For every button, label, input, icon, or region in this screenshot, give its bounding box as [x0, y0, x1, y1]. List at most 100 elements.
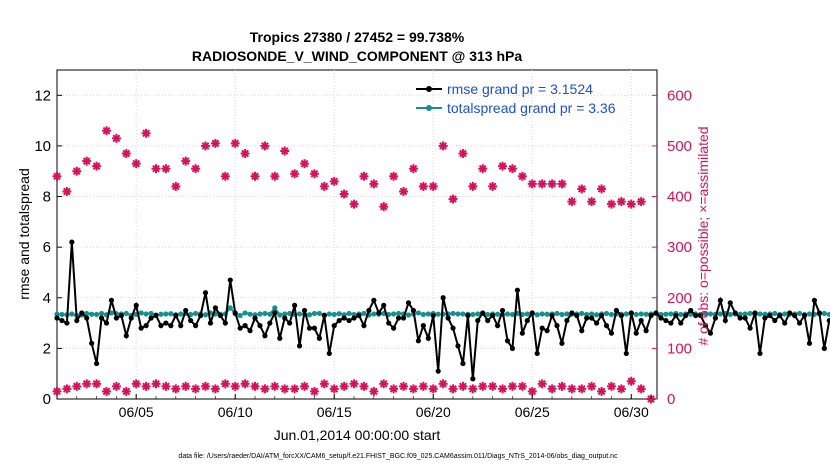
- obs-possible-marker: [290, 169, 300, 179]
- rmse-point: [69, 239, 75, 245]
- rmse-point: [277, 335, 283, 341]
- rmse-point: [435, 368, 441, 374]
- rmse-point: [638, 317, 644, 324]
- y2-tick-label: 100: [667, 340, 692, 357]
- totalspread-point: [589, 311, 595, 317]
- obs-assimilated-marker: [517, 381, 527, 391]
- rmse-point: [559, 340, 565, 346]
- rmse-point: [287, 320, 293, 326]
- obs-possible-marker: [171, 181, 181, 191]
- totalspread-point: [391, 311, 397, 317]
- totalspread-point: [796, 310, 803, 317]
- rmse-point: [534, 350, 540, 357]
- rmse-point: [574, 312, 580, 319]
- totalspread-point: [123, 310, 129, 317]
- rmse-point: [549, 312, 555, 319]
- totalspread-point: [84, 310, 90, 317]
- totalspread-point: [747, 310, 753, 317]
- rmse-point: [391, 325, 397, 331]
- obs-assimilated-marker: [399, 381, 409, 391]
- rmse-point: [668, 320, 674, 326]
- obs-possible-marker: [587, 197, 597, 207]
- rmse-point: [529, 310, 535, 316]
- rmse-point: [816, 310, 822, 316]
- y-tick-label: 10: [34, 138, 51, 155]
- totalspread-point: [346, 310, 352, 317]
- obs-possible-marker: [408, 164, 418, 174]
- totalspread-point: [435, 311, 441, 317]
- rmse-point: [579, 328, 585, 334]
- rmse-point: [712, 315, 719, 321]
- obs-assimilated-marker: [82, 379, 92, 389]
- totalspread-point: [361, 310, 367, 317]
- rmse-point: [212, 305, 219, 311]
- rmse-point: [207, 320, 214, 326]
- totalspread-point: [504, 311, 511, 317]
- rmse-point: [603, 323, 610, 329]
- rmse-point: [415, 338, 421, 344]
- rmse-point: [188, 317, 194, 324]
- obs-assimilated-marker: [131, 379, 141, 389]
- obs-assimilated-marker: [547, 384, 557, 394]
- obs-possible-marker: [577, 184, 587, 194]
- rmse-point: [400, 315, 407, 321]
- obs-possible-marker: [488, 181, 498, 191]
- obs-assimilated-marker: [557, 381, 567, 391]
- rmse-point: [727, 300, 733, 306]
- totalspread-point: [742, 311, 748, 317]
- grid-lines: [57, 70, 657, 399]
- obs-possible-marker: [517, 171, 527, 181]
- obs-assimilated-marker: [171, 384, 181, 394]
- rmse-point: [767, 312, 773, 319]
- rmse-point: [296, 343, 303, 349]
- rmse-point: [262, 333, 268, 339]
- rmse-point: [693, 312, 699, 319]
- obs-assimilated-marker: [349, 379, 359, 389]
- obs-possible-marker: [102, 126, 112, 136]
- rmse-point: [74, 317, 80, 324]
- obs-possible-marker: [418, 181, 428, 191]
- rmse-point: [445, 315, 451, 321]
- rmse-point: [143, 323, 149, 329]
- rmse-point: [193, 323, 199, 329]
- rmse-point: [356, 312, 362, 319]
- rmse-point: [202, 290, 209, 296]
- obs-assimilated-marker: [418, 381, 428, 391]
- obs-assimilated-marker: [359, 381, 369, 391]
- totalspread-point: [806, 311, 813, 317]
- rmse-point: [688, 307, 694, 314]
- rmse-point: [301, 307, 308, 314]
- obs-assimilated-marker: [151, 379, 161, 389]
- rmse-point: [777, 312, 783, 319]
- totalspread-point: [296, 311, 303, 317]
- rmse-point: [376, 310, 382, 316]
- rmse-point: [697, 312, 704, 319]
- rmse-point: [648, 312, 654, 319]
- obs-assimilated-marker: [369, 386, 379, 396]
- x-tick-label: 06/05: [119, 404, 154, 420]
- obs-possible-marker: [547, 179, 557, 189]
- totalspread-point: [425, 311, 431, 317]
- rmse-point: [351, 315, 357, 321]
- obs-assimilated-marker: [220, 379, 230, 389]
- obs-possible-marker: [458, 149, 468, 159]
- obs-assimilated-marker: [230, 381, 240, 391]
- totalspread-point: [539, 311, 545, 317]
- rmse-point: [519, 330, 525, 336]
- totalspread-point: [395, 310, 402, 317]
- rmse-series: [54, 239, 830, 382]
- rmse-point: [747, 325, 753, 331]
- rmse-point: [485, 317, 491, 324]
- y2-tick-label: 200: [667, 290, 692, 307]
- rmse-point: [232, 310, 238, 316]
- rmse-point: [732, 310, 738, 316]
- totalspread-point: [594, 312, 600, 318]
- obs-possible-marker: [478, 164, 488, 174]
- obs-assimilated-marker: [507, 381, 517, 391]
- rmse-point: [806, 340, 813, 346]
- rmse-point: [826, 317, 830, 324]
- rmse-point: [757, 350, 763, 357]
- obs-assimilated-marker: [606, 381, 616, 391]
- obs-possible-marker: [201, 141, 211, 151]
- totalspread-point: [509, 311, 516, 318]
